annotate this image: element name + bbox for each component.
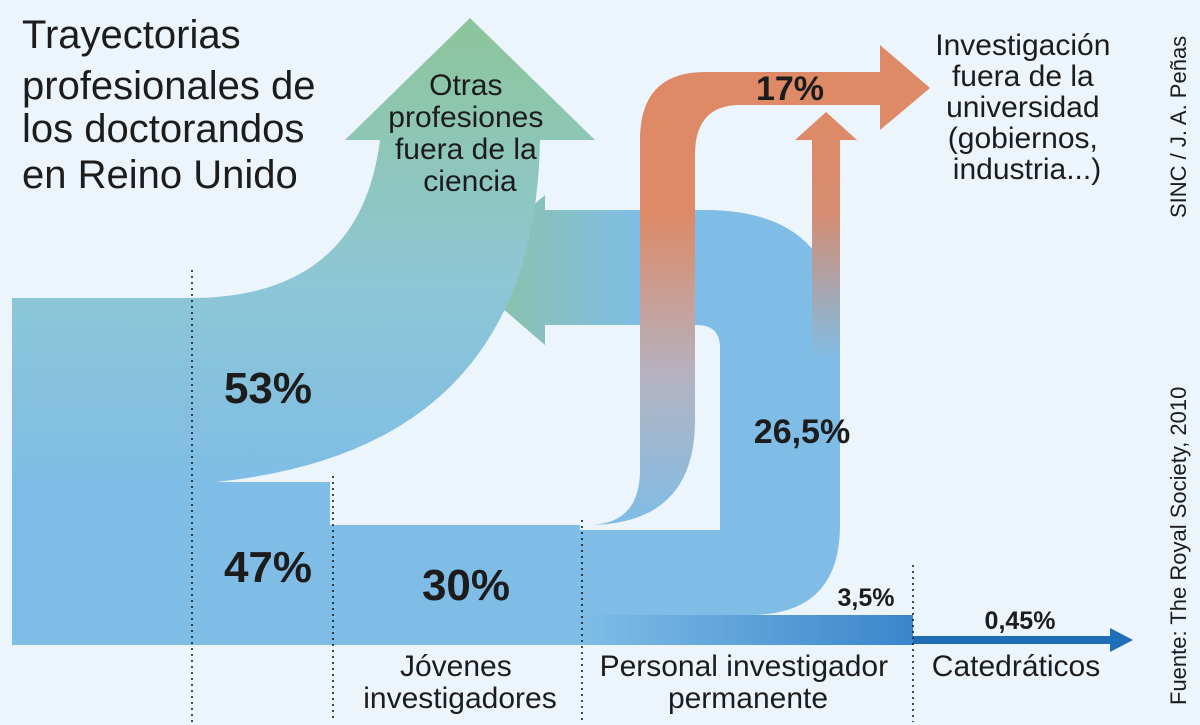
title-line: en Reino Unido — [22, 153, 298, 197]
label-line: Personal investigador — [600, 650, 889, 683]
stage-label-professors: Catedráticos — [932, 650, 1100, 683]
value-permanent-staff: 26,5% — [754, 413, 850, 451]
value-permanent-to-professors: 3,5% — [838, 584, 895, 612]
value-young-researchers: 30% — [422, 561, 510, 610]
flow-permanent-to-professors — [580, 615, 913, 645]
value-professors: 0,45% — [985, 607, 1056, 635]
label-line: permanente — [668, 682, 828, 715]
arrow-permanent-to-outside — [795, 112, 857, 360]
arrow-research-outside — [330, 45, 930, 525]
page-title: Trayectorias profesionales de los doctor… — [22, 13, 327, 197]
other-professions-label: Otras profesiones fuera de la ciencia — [388, 69, 551, 198]
label-line: profesiones — [388, 101, 543, 134]
label-line: universidad — [946, 91, 1099, 124]
value-research-outside: 17% — [756, 70, 824, 108]
source-credit: Fuente: The Royal Society, 2010 — [1166, 387, 1191, 705]
title-line: Trayectorias — [22, 13, 241, 57]
arrow-other-professions — [12, 18, 595, 482]
label-line: ciencia — [423, 165, 517, 198]
stage-label-permanent: Personal investigador permanente — [600, 650, 897, 715]
stage-label-young: Jóvenes investigadores — [363, 650, 556, 715]
author-credit: SINC / J. A. Peñas — [1166, 36, 1191, 218]
label-line: investigadores — [363, 682, 556, 715]
value-leave-science: 53% — [224, 364, 312, 413]
label-line: fuera de la — [952, 60, 1094, 93]
stage-dividers — [191, 270, 914, 722]
label-line: fuera de la — [395, 133, 537, 166]
research-outside-label: Investigación fuera de la universidad (g… — [935, 29, 1118, 186]
label-line: Jóvenes — [400, 650, 512, 683]
title-line: los doctorandos — [22, 107, 304, 151]
label-line: (gobiernos, — [948, 122, 1098, 155]
label-line: Otras — [429, 69, 502, 102]
value-stay-research: 47% — [224, 543, 312, 592]
title-line: profesionales de — [22, 64, 316, 108]
label-line: Investigación — [935, 29, 1110, 62]
label-line: industria...) — [953, 153, 1101, 186]
arrow-professors — [913, 628, 1133, 652]
flow-young-researchers — [12, 482, 580, 645]
